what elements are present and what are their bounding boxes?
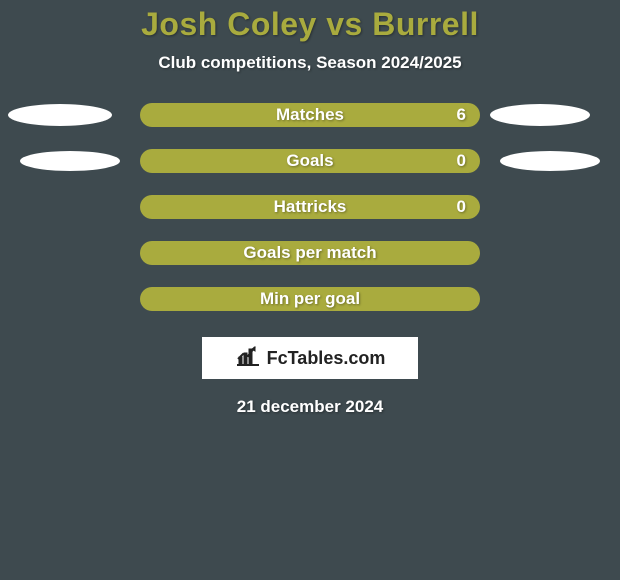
stat-row: Matches 6 <box>0 103 620 127</box>
stat-label: Goals <box>286 151 333 171</box>
date-line: 21 december 2024 <box>0 397 620 417</box>
stat-bar: Goals per match <box>140 241 480 265</box>
stat-label: Matches <box>276 105 344 125</box>
stat-bar: Min per goal <box>140 287 480 311</box>
side-ellipse <box>20 151 120 171</box>
stat-label: Goals per match <box>243 243 376 263</box>
stat-value: 0 <box>457 151 466 171</box>
stat-value: 6 <box>457 105 466 125</box>
page-title: Josh Coley vs Burrell <box>0 6 620 43</box>
side-ellipse <box>490 104 590 126</box>
stat-row: Goals per match <box>0 241 620 265</box>
stat-label: Hattricks <box>274 197 347 217</box>
brand-badge: FcTables.com <box>202 337 418 379</box>
subtitle: Club competitions, Season 2024/2025 <box>0 53 620 73</box>
stat-value: 0 <box>457 197 466 217</box>
stat-label: Min per goal <box>260 289 360 309</box>
stat-bar: Goals 0 <box>140 149 480 173</box>
stat-row: Min per goal <box>0 287 620 311</box>
stat-row: Goals 0 <box>0 149 620 173</box>
stat-rows: Matches 6 Goals 0 Hattricks 0 Goals per match M… <box>0 103 620 311</box>
stat-bar: Matches 6 <box>140 103 480 127</box>
brand-chart-icon <box>235 345 261 372</box>
side-ellipse <box>500 151 600 171</box>
stat-bar: Hattricks 0 <box>140 195 480 219</box>
stat-row: Hattricks 0 <box>0 195 620 219</box>
brand-text: FcTables.com <box>267 348 386 369</box>
side-ellipse <box>8 104 112 126</box>
